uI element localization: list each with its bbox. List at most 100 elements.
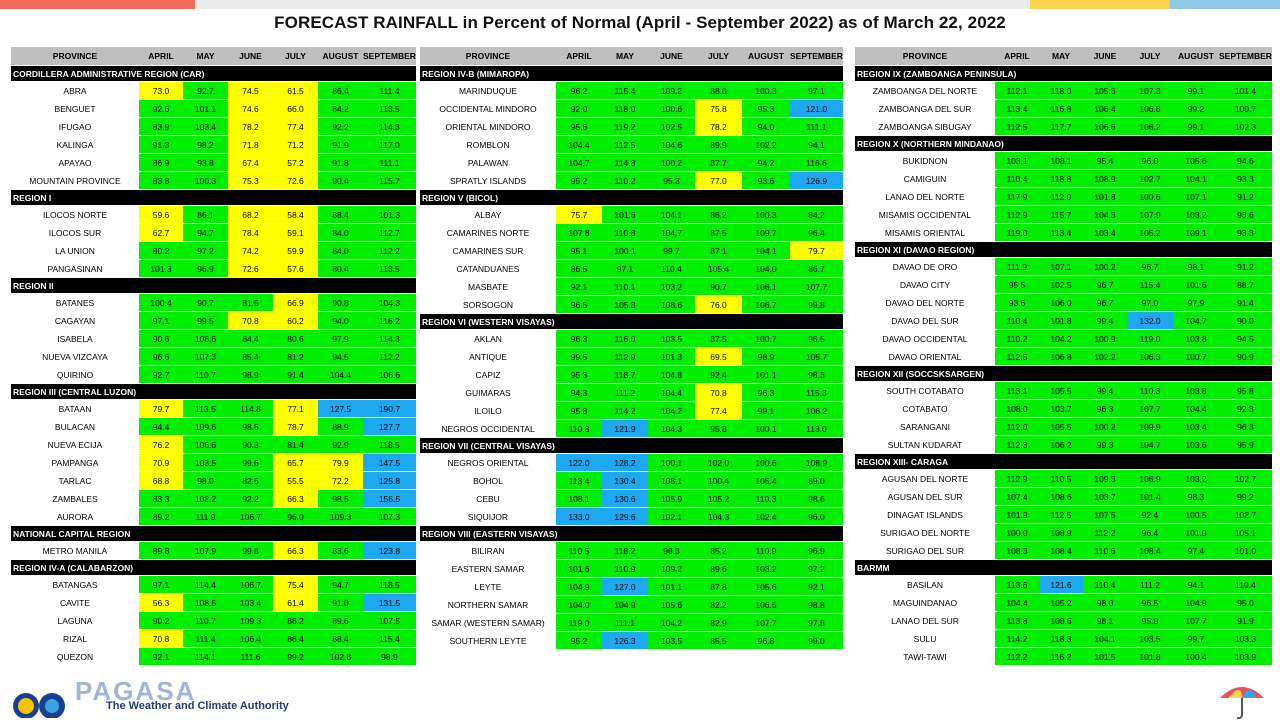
province-row: DAVAO ORIENTAL 112.5 106.8 102.2 106.3 100.7 9…: [855, 347, 1272, 366]
region-name: REGION I: [11, 189, 416, 206]
province-name: AURORA: [11, 507, 139, 526]
rainfall-value-april: 110.2: [995, 329, 1039, 348]
rainfall-value-may: 130.6: [602, 489, 648, 508]
rainfall-value-april: 101.9: [995, 505, 1039, 524]
province-row: ZAMBALES 83.3 102.2 92.2 66.3 98.5 156.5: [11, 489, 416, 508]
rainfall-value-august: 88.4: [318, 629, 363, 648]
rainfall-value-june: 105.6: [1083, 81, 1127, 100]
rainfall-value-august: 90.8: [318, 293, 363, 312]
rainfall-value-june: 106.6: [1083, 117, 1127, 136]
rainfall-value-september: 95.9: [1219, 435, 1272, 454]
rainfall-value-june: 95.4: [1083, 151, 1127, 170]
rainfall-value-may: 116.0: [602, 329, 648, 348]
region-name: REGION XII (SOCCSKSARGEN): [855, 365, 1272, 382]
rainfall-value-july: 66.9: [273, 293, 318, 312]
rainfall-value-april: 112.5: [995, 117, 1039, 136]
rainfall-value-july: 57.6: [273, 259, 318, 278]
rainfall-value-july: 110.3: [1127, 381, 1173, 400]
province-row: AKLAN 96.3 116.0 103.5 87.5 100.7 96.5: [420, 329, 843, 348]
rainfall-value-june: 102.5: [648, 117, 695, 136]
rainfall-value-june: 101.8: [1083, 187, 1127, 206]
rainfall-value-may: 114.2: [602, 401, 648, 420]
rainfall-value-april: 95.1: [556, 241, 602, 260]
rainfall-value-june: 109.3: [228, 611, 273, 630]
rainfall-value-july: 106.3: [1127, 347, 1173, 366]
rainfall-value-may: 101.6: [602, 205, 648, 224]
province-row: DAVAO CITY 95.5 102.5 96.7 115.4 101.6 88.7: [855, 275, 1272, 294]
province-name: PANGASINAN: [11, 259, 139, 278]
rainfall-value-august: 95.3: [742, 99, 790, 118]
rainfall-value-april: 95.5: [995, 275, 1039, 294]
rainfall-value-september: 107.7: [790, 277, 843, 296]
rainfall-value-august: 101.6: [1173, 275, 1219, 294]
province-row: MASBATE 92.1 110.1 103.2 90.7 106.1 107.7: [420, 277, 843, 296]
rainfall-value-august: 102.8: [318, 647, 363, 666]
rainfall-value-september: 79.7: [790, 241, 843, 260]
rainfall-value-may: 107.1: [1039, 257, 1083, 276]
rainfall-value-may: 128.2: [602, 453, 648, 472]
rainfall-value-august: 84.2: [318, 99, 363, 118]
province-row: APAYAO 86.9 93.8 67.4 57.2 91.8 111.1: [11, 153, 416, 172]
rainfall-value-may: 107.9: [183, 541, 228, 560]
rainfall-value-june: 104.2: [648, 613, 695, 632]
province-name: AGUSAN DEL NORTE: [855, 469, 995, 488]
province-name: EASTERN SAMAR: [420, 559, 556, 578]
rainfall-value-july: 107.3: [1127, 81, 1173, 100]
rainfall-value-july: 90.7: [695, 277, 742, 296]
rainfall-value-august: 94.0: [318, 311, 363, 330]
region-name: REGION VIII (EASTERN VISAYAS): [420, 525, 843, 542]
rainfall-value-may: 112.5: [1039, 505, 1083, 524]
rainfall-value-september: 102.7: [1219, 505, 1272, 524]
rainfall-value-august: 94.5: [318, 347, 363, 366]
rainfall-value-august: 103.8: [1173, 329, 1219, 348]
rainfall-value-june: 103.4: [1083, 223, 1127, 242]
rainfall-value-august: 100.4: [1173, 647, 1219, 666]
province-name: ORIENTAL MINDORO: [420, 117, 556, 136]
rainfall-value-april: 70.8: [139, 629, 183, 648]
forecast-table: PROVINCE APRIL MAY JUNE JULY AUGUST SEPTEMBER R…: [855, 47, 1272, 666]
rainfall-value-may: 105.2: [1039, 593, 1083, 612]
province-name: DAVAO CITY: [855, 275, 995, 294]
rainfall-value-june: 108.9: [1083, 169, 1127, 188]
rainfall-value-september: 101.0: [1219, 541, 1272, 560]
province-row: NORTHERN SAMAR 104.0 104.9 105.6 82.2 106.5 98…: [420, 595, 843, 614]
rainfall-value-may: 106.8: [1039, 347, 1083, 366]
rainfall-value-april: 75.7: [556, 205, 602, 224]
rainfall-value-july: 104.7: [1127, 435, 1173, 454]
rainfall-value-may: 118.7: [602, 365, 648, 384]
rainfall-value-september: 96.9: [790, 541, 843, 560]
rainfall-value-may: 108.6: [1039, 487, 1083, 506]
column-header-august: AUGUST: [318, 47, 363, 66]
rainfall-value-june: 78.4: [228, 223, 273, 242]
rainfall-value-july: 81.2: [273, 347, 318, 366]
rainfall-value-may: 114.4: [183, 575, 228, 594]
rainfall-value-september: 92.3: [1219, 399, 1272, 418]
province-name: BULACAN: [11, 417, 139, 436]
rainfall-value-may: 100.1: [602, 241, 648, 260]
rainfall-value-july: 111.2: [1127, 575, 1173, 594]
province-name: CAVITE: [11, 593, 139, 612]
rainfall-value-august: 91.8: [318, 153, 363, 172]
region-name: NATIONAL CAPITAL REGION: [11, 525, 416, 542]
rainfall-value-may: 108.4: [1039, 541, 1083, 560]
column-header-province: PROVINCE: [420, 47, 556, 66]
rainfall-value-august: 98.1: [1173, 257, 1219, 276]
rainfall-value-june: 90.3: [228, 435, 273, 454]
province-row: SOUTHERN LEYTE 95.2 126.3 103.5 85.5 96.8 99.0: [420, 631, 843, 650]
rainfall-value-july: 59.1: [273, 223, 318, 242]
province-name: CEBU: [420, 489, 556, 508]
rainfall-value-july: 92.4: [1127, 505, 1173, 524]
rainfall-value-may: 93.8: [183, 153, 228, 172]
column-header-july: JULY: [695, 47, 742, 66]
rainfall-value-april: 101.6: [556, 559, 602, 578]
province-row: AURORA 89.2 111.9 106.7 96.0 109.3 107.3: [11, 507, 416, 526]
province-name: ZAMBOANGA DEL SUR: [855, 99, 995, 118]
rainfall-value-september: 112.2: [363, 241, 416, 260]
rainfall-value-may: 119.2: [602, 117, 648, 136]
rainfall-value-april: 95.8: [556, 401, 602, 420]
rainfall-value-july: 89.6: [695, 559, 742, 578]
rainfall-value-june: 74.6: [228, 99, 273, 118]
rainfall-value-april: 79.7: [139, 399, 183, 418]
rainfall-value-june: 67.4: [228, 153, 273, 172]
rainfall-value-july: 101.8: [1127, 647, 1173, 666]
